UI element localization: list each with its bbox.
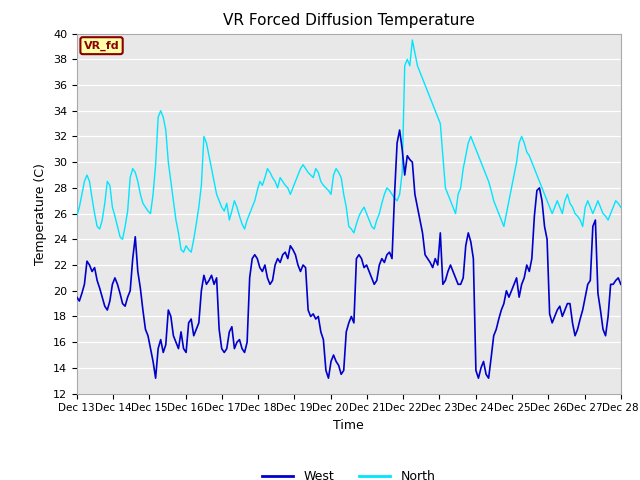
Y-axis label: Temperature (C): Temperature (C) [35,163,47,264]
Title: VR Forced Diffusion Temperature: VR Forced Diffusion Temperature [223,13,475,28]
Legend: West, North: West, North [257,465,440,480]
X-axis label: Time: Time [333,419,364,432]
Text: VR_fd: VR_fd [84,40,120,51]
